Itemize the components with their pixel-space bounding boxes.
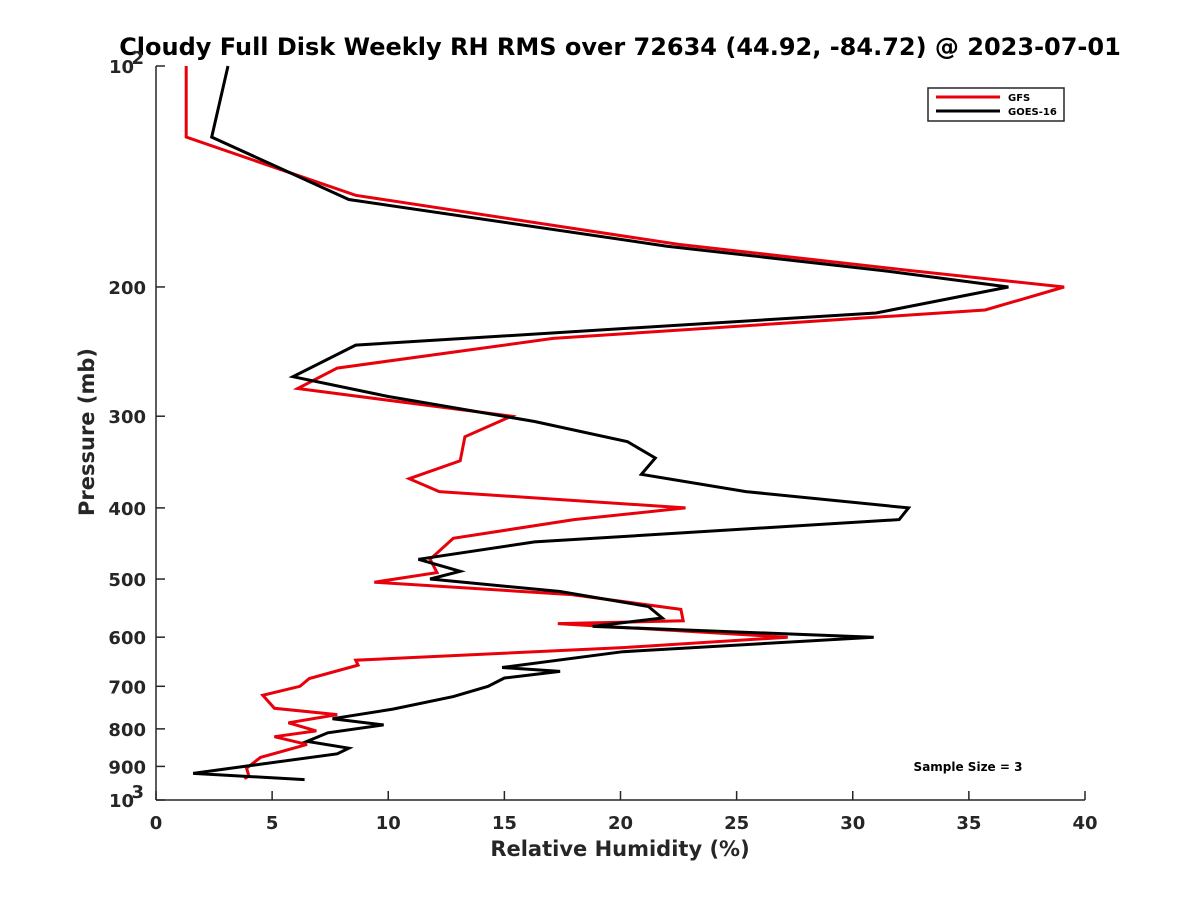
y-tick-label-exponent: 3 [131,782,144,803]
sample-size-annotation: Sample Size = 3 [914,760,1023,774]
x-tick-label: 20 [608,813,633,834]
y-tick-label-base: 10 [109,791,134,812]
series-line-gfs [184,66,1065,780]
chart-title: Cloudy Full Disk Weekly RH RMS over 7263… [119,33,1121,61]
legend-label-gfs: GFS [1008,93,1030,104]
y-tick-label-power: 103 [109,782,144,812]
x-tick-label: 35 [956,813,981,834]
legend-label-goes-16: GOES-16 [1008,107,1057,118]
x-tick-label: 15 [492,813,517,834]
y-tick-label-base: 10 [109,57,134,78]
x-axis-label: Relative Humidity (%) [490,837,749,861]
y-tick-label: 700 [108,677,146,698]
series-lines [184,65,1065,782]
axes: 0 5 10 15 20 25 30 35 40102200300400500600700800… [108,48,1097,834]
y-tick-label: 300 [108,407,146,428]
x-tick-label: 0 [150,813,163,834]
y-tick-label: 900 [108,757,146,778]
x-tick-label: 40 [1072,813,1097,834]
x-tick-label: 25 [724,813,749,834]
x-tick-label: 10 [376,813,401,834]
y-tick-label: 500 [108,570,146,591]
legend: GFS GOES-16 [927,87,1065,122]
y-axis-label: Pressure (mb) [75,348,99,516]
y-tick-label: 800 [108,720,146,741]
series-line-goes-16 [192,65,1009,782]
y-tick-label-power: 102 [109,48,144,78]
legend-box [927,87,1065,122]
y-tick-label: 200 [108,278,146,299]
y-tick-label: 400 [108,499,146,520]
x-tick-label: 30 [840,813,865,834]
x-tick-label: 5 [266,813,279,834]
y-tick-label: 600 [108,628,146,649]
y-tick-label-exponent: 2 [131,48,144,69]
